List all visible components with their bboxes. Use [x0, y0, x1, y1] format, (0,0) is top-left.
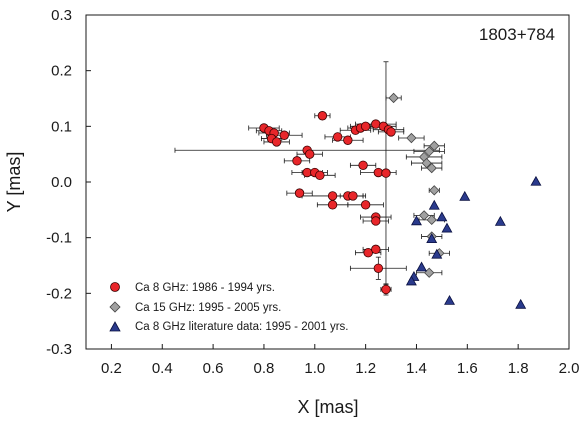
plot-frame	[85, 14, 570, 350]
x-tick-label: 1.4	[406, 360, 427, 377]
legend-label-ca15: Ca 15 GHz: 1995 - 2005 yrs.	[135, 302, 281, 314]
legend-label-ca8: Ca 8 GHz: 1986 - 1994 yrs.	[135, 282, 275, 294]
data-point-literature	[441, 222, 453, 233]
error-bars	[174, 61, 450, 296]
x-tick-label: 0.4	[152, 360, 173, 377]
data-point-ca8	[292, 156, 302, 166]
legend-label-literature: Ca 8 GHz literature data: 1995 - 2001 yr…	[135, 321, 349, 333]
data-point-literature	[459, 190, 471, 201]
data-point-ca8	[363, 247, 373, 258]
data-point-ca8	[271, 137, 282, 147]
data-point-ca8	[386, 127, 396, 137]
data-point-ca8	[327, 191, 338, 201]
data-point-ca8	[373, 263, 384, 273]
data-point-ca8	[294, 188, 305, 198]
data-point-literature	[426, 233, 438, 244]
data-point-ca8	[360, 200, 371, 210]
y-tick-label: -0.2	[46, 285, 72, 302]
legend-entry-ca8: Ca 8 GHz: 1986 - 1994 yrs.	[110, 282, 275, 294]
y-axis-label: Y [mas]	[4, 152, 24, 213]
data-point-ca8	[305, 149, 315, 159]
legend-entry-ca15: Ca 15 GHz: 1995 - 2005 yrs.	[109, 301, 281, 314]
data-point-literature	[410, 215, 422, 226]
legend-entry-literature: Ca 8 GHz literature data: 1995 - 2001 yr…	[109, 321, 349, 333]
data-point-ca15	[429, 140, 440, 151]
x-tick-label: 1.2	[355, 360, 376, 377]
data-point-ca8	[317, 111, 328, 121]
x-tick-label: 0.6	[203, 360, 224, 377]
legend-marker-literature	[109, 321, 121, 332]
y-tick-label: 0.3	[51, 7, 72, 24]
data-point-ca8	[381, 168, 391, 178]
y-tick-label: 0.0	[51, 174, 72, 191]
data-point-ca15	[426, 214, 437, 226]
data-point-ca15	[406, 132, 417, 144]
data-point-ca15	[388, 92, 399, 104]
data-point-ca8	[360, 121, 371, 132]
x-tick-label: 1.8	[508, 360, 529, 377]
data-point-ca15	[421, 157, 432, 169]
data-point-ca8	[371, 216, 381, 226]
data-point-ca8	[371, 244, 381, 255]
data-point-ca8	[332, 132, 343, 142]
data-point-literature	[530, 175, 542, 186]
data-point-ca8	[315, 170, 325, 181]
data-point-literature	[436, 211, 448, 222]
x-tick-label: 0.2	[101, 360, 122, 377]
data-point-literature	[405, 275, 417, 286]
x-tick-label: 1.6	[457, 360, 478, 377]
data-point-ca8	[327, 200, 338, 210]
data-point-ca8	[381, 284, 391, 295]
data-point-literature	[431, 248, 443, 259]
data-point-ca8	[358, 160, 368, 171]
data-point-literature	[444, 294, 456, 305]
data-point-literature	[428, 199, 440, 210]
data-point-ca15	[426, 162, 437, 174]
axis-ticks: 0.2 0.4 0.6 0.8 1.0 1.2 1.4 1.6 1.8 2.0 -0.3 -0.2 -0…	[46, 7, 579, 377]
x-tick-label: 0.8	[254, 360, 275, 377]
data-points	[259, 92, 542, 309]
data-point-ca15	[429, 185, 440, 196]
data-point-literature	[494, 215, 506, 226]
y-tick-label: 0.2	[51, 63, 72, 80]
data-point-ca8	[348, 191, 358, 201]
y-tick-label: -0.1	[46, 230, 72, 247]
x-axis-label: X [mas]	[297, 397, 358, 417]
data-point-ca15	[424, 146, 435, 157]
data-point-literature	[416, 261, 428, 272]
data-point-ca15	[418, 210, 430, 221]
data-point-ca8	[279, 130, 289, 140]
legend-marker-ca15	[109, 301, 121, 313]
legend-marker-ca8	[110, 282, 120, 292]
chart-annotation: 1803+784	[479, 25, 555, 44]
x-tick-label: 1.0	[304, 360, 325, 377]
x-tick-label: 2.0	[559, 360, 580, 377]
y-tick-label: 0.1	[51, 118, 72, 135]
data-point-literature	[515, 298, 527, 309]
y-tick-label: -0.3	[46, 341, 72, 358]
data-point-ca8	[343, 135, 353, 145]
legend: Ca 8 GHz: 1986 - 1994 yrs. Ca 15 GHz: 19…	[109, 282, 349, 333]
